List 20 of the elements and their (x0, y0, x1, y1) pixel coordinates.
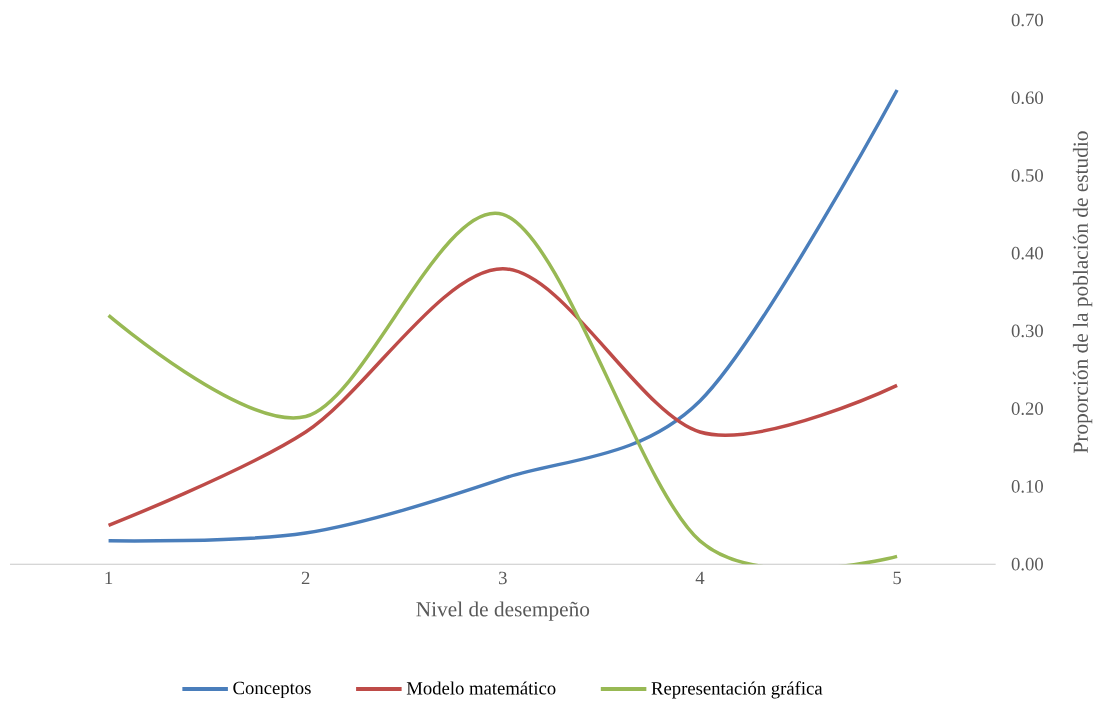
y-tick-label: 0.60 (1011, 91, 1043, 104)
x-tick-label: 2 (301, 571, 310, 584)
x-tick-label: 3 (499, 571, 507, 585)
y-tick-label: 0.30 (1011, 324, 1043, 338)
y-tick-label: 0.70 (1011, 13, 1043, 27)
y-axis-title: Proporción de la población de estudio (1072, 131, 1093, 453)
y-tick-label: 0.50 (1011, 169, 1043, 182)
y-tick-label: 0.10 (1011, 479, 1043, 493)
line-series (106, 266, 899, 527)
y-tick-label: 0.00 (1011, 557, 1043, 571)
y-tick-label: 0.40 (1011, 246, 1043, 260)
legend-label: Conceptos (233, 681, 311, 698)
legend-label: Modelo matemático (406, 681, 556, 695)
x-tick-label: 4 (695, 571, 705, 584)
x-axis-title: Nivel de desempeño (416, 601, 590, 621)
legend-label: Representación gráfica (651, 681, 823, 699)
x-tick-label: 1 (105, 571, 113, 584)
line-series (106, 88, 899, 543)
x-tick-label: 5 (893, 571, 902, 585)
y-tick-label: 0.20 (1011, 402, 1043, 415)
